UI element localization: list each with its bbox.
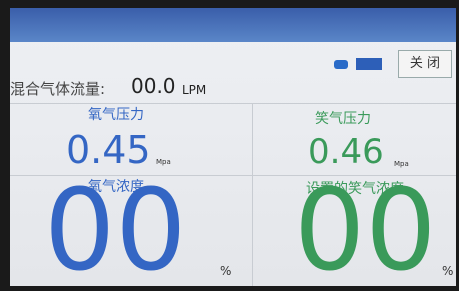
top-bar xyxy=(10,8,456,42)
divider xyxy=(10,103,456,104)
status-indicator xyxy=(356,58,382,70)
close-button[interactable]: 关 闭 xyxy=(398,50,452,78)
panel-label: 氧气压力 xyxy=(88,104,144,124)
flow-unit: LPM xyxy=(182,83,206,97)
status-icon xyxy=(334,60,348,69)
flow-value: 00.0 xyxy=(131,74,176,98)
panel-label: 笑气压力 xyxy=(315,108,371,128)
panel-unit: Mpa xyxy=(156,158,171,166)
panel-unit: % xyxy=(220,264,231,278)
screen: 关 闭 混合气体流量: 00.0 LPM 氧气压力 0.45 Mpa 笑气压力 … xyxy=(10,8,456,286)
panel-unit: % xyxy=(442,264,453,278)
page: 关 闭 混合气体流量: 00.0 LPM 氧气压力 0.45 Mpa 笑气压力 … xyxy=(0,0,459,291)
flow-label: 混合气体流量: xyxy=(10,78,105,99)
panel-value: 00 xyxy=(294,166,437,286)
divider xyxy=(252,103,253,286)
panel-value: 00 xyxy=(44,166,187,286)
